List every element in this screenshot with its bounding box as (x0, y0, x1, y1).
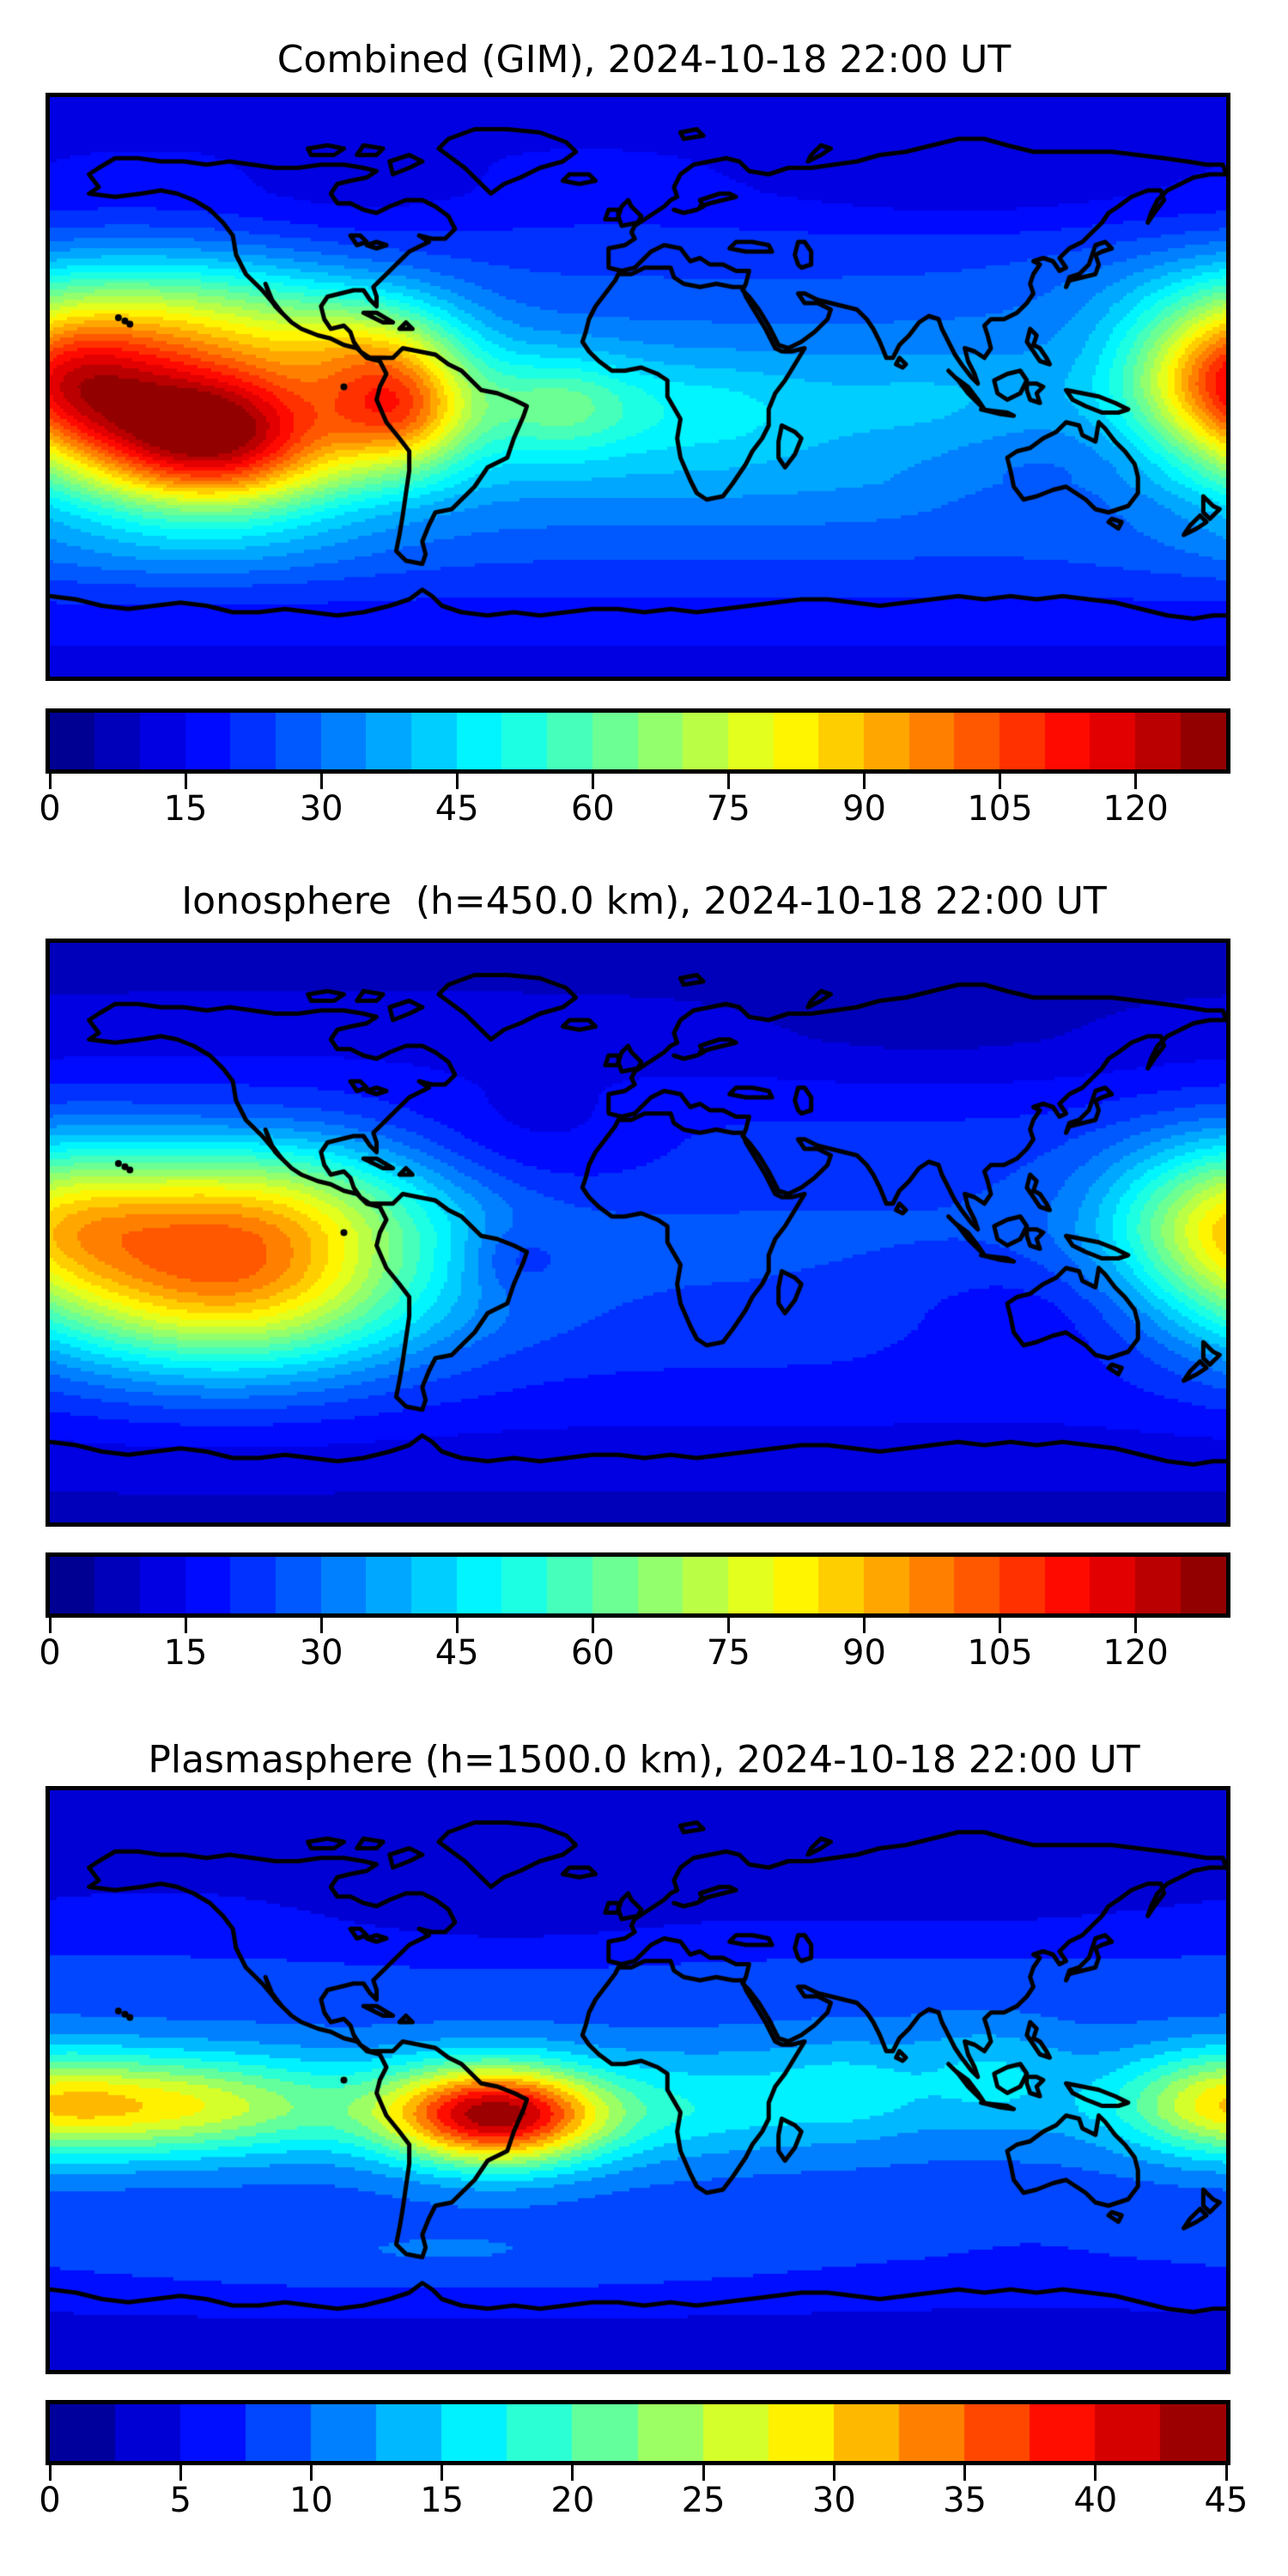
colorbar-tick-label: 25 (681, 2481, 726, 2520)
colorbar-tick-label: 90 (842, 1633, 886, 1673)
colorbar-tick-label: 30 (299, 1633, 343, 1673)
colorbar-tick-label: 45 (434, 1633, 479, 1673)
colorbar-tick-label: 120 (1103, 1633, 1169, 1673)
panel-2-colorbar-gradient (50, 1557, 1226, 1613)
panel-2-title: Ionosphere (h=450.0 km), 2024-10-18 22:0… (181, 879, 1107, 923)
panel-2-world-map-heatmap (50, 943, 1226, 1522)
colorbar-tick-label: 20 (550, 2481, 595, 2520)
colorbar-tick (48, 2465, 52, 2481)
panel-1-colorbar-frame (46, 708, 1230, 774)
colorbar-tick (1134, 1618, 1138, 1633)
colorbar-tick-label: 75 (706, 1633, 750, 1673)
colorbar-tick-label: 75 (706, 789, 750, 829)
colorbar-tick (862, 774, 866, 789)
panel-1-colorbar: 0 15 30 45 60 75 90 105 120 (39, 708, 1230, 837)
colorbar-tick (184, 1618, 187, 1633)
colorbar-tick-label: 15 (163, 1633, 208, 1673)
panel-2-colorbar-frame (46, 1552, 1230, 1618)
panel-3-title: Plasmasphere (h=1500.0 km), 2024-10-18 2… (148, 1738, 1140, 1782)
panel-1-map-frame (46, 93, 1230, 681)
colorbar-tick (48, 1618, 52, 1633)
colorbar-tick-label: 5 (169, 2481, 191, 2520)
colorbar-tick (702, 2465, 705, 2481)
colorbar-tick-label: 105 (967, 1633, 1033, 1673)
colorbar-tick (48, 774, 52, 789)
colorbar-tick (184, 774, 187, 789)
colorbar-tick (455, 774, 459, 789)
panel-3-colorbar: 0 5 10 15 20 25 30 35 40 45 (39, 2400, 1248, 2529)
colorbar-tick-label: 15 (163, 789, 208, 829)
colorbar-tick (832, 2465, 835, 2481)
colorbar-tick-label: 0 (39, 2481, 61, 2520)
panel-3-colorbar-frame (46, 2400, 1230, 2465)
panel-2-colorbar: 0 15 30 45 60 75 90 105 120 (39, 1552, 1230, 1681)
colorbar-tick (726, 1618, 730, 1633)
colorbar-tick (455, 1618, 459, 1633)
colorbar-tick (862, 1618, 866, 1633)
panel-3-colorbar-gradient (50, 2404, 1226, 2461)
panel-3-world-map-heatmap (50, 1790, 1226, 2370)
colorbar-tick-label: 120 (1103, 789, 1169, 829)
colorbar-tick-label: 45 (434, 789, 479, 829)
colorbar-tick (571, 2465, 574, 2481)
colorbar-tick (591, 1618, 594, 1633)
colorbar-tick-label: 35 (943, 2481, 987, 2520)
colorbar-tick (726, 774, 730, 789)
colorbar-tick (440, 2465, 444, 2481)
panel-1-title: Combined (GIM), 2024-10-18 22:00 UT (276, 38, 1012, 82)
colorbar-tick (591, 774, 594, 789)
colorbar-tick-label: 15 (420, 2481, 465, 2520)
colorbar-tick-label: 90 (842, 789, 886, 829)
colorbar-tick-label: 30 (299, 789, 343, 829)
colorbar-tick-label: 60 (570, 789, 615, 829)
colorbar-tick (179, 2465, 182, 2481)
colorbar-tick-label: 0 (39, 1633, 61, 1673)
colorbar-tick (999, 774, 1002, 789)
colorbar-tick-label: 30 (811, 2481, 856, 2520)
panel-3-map-frame (46, 1786, 1230, 2374)
colorbar-tick-label: 0 (39, 789, 61, 829)
colorbar-tick-label: 105 (967, 789, 1033, 829)
colorbar-tick-label: 60 (570, 1633, 615, 1673)
colorbar-tick-label: 40 (1073, 2481, 1118, 2520)
panel-2-map-frame (46, 939, 1230, 1527)
colorbar-tick (1224, 2465, 1228, 2481)
colorbar-tick (309, 2465, 313, 2481)
colorbar-tick (319, 774, 323, 789)
colorbar-tick (319, 1618, 323, 1633)
colorbar-tick (963, 2465, 967, 2481)
colorbar-tick (999, 1618, 1002, 1633)
panel-1-world-map-heatmap (50, 97, 1226, 677)
colorbar-tick (1134, 774, 1138, 789)
panel-1-colorbar-gradient (50, 713, 1226, 769)
colorbar-tick-label: 10 (289, 2481, 333, 2520)
colorbar-tick (1094, 2465, 1097, 2481)
colorbar-tick-label: 45 (1204, 2481, 1249, 2520)
